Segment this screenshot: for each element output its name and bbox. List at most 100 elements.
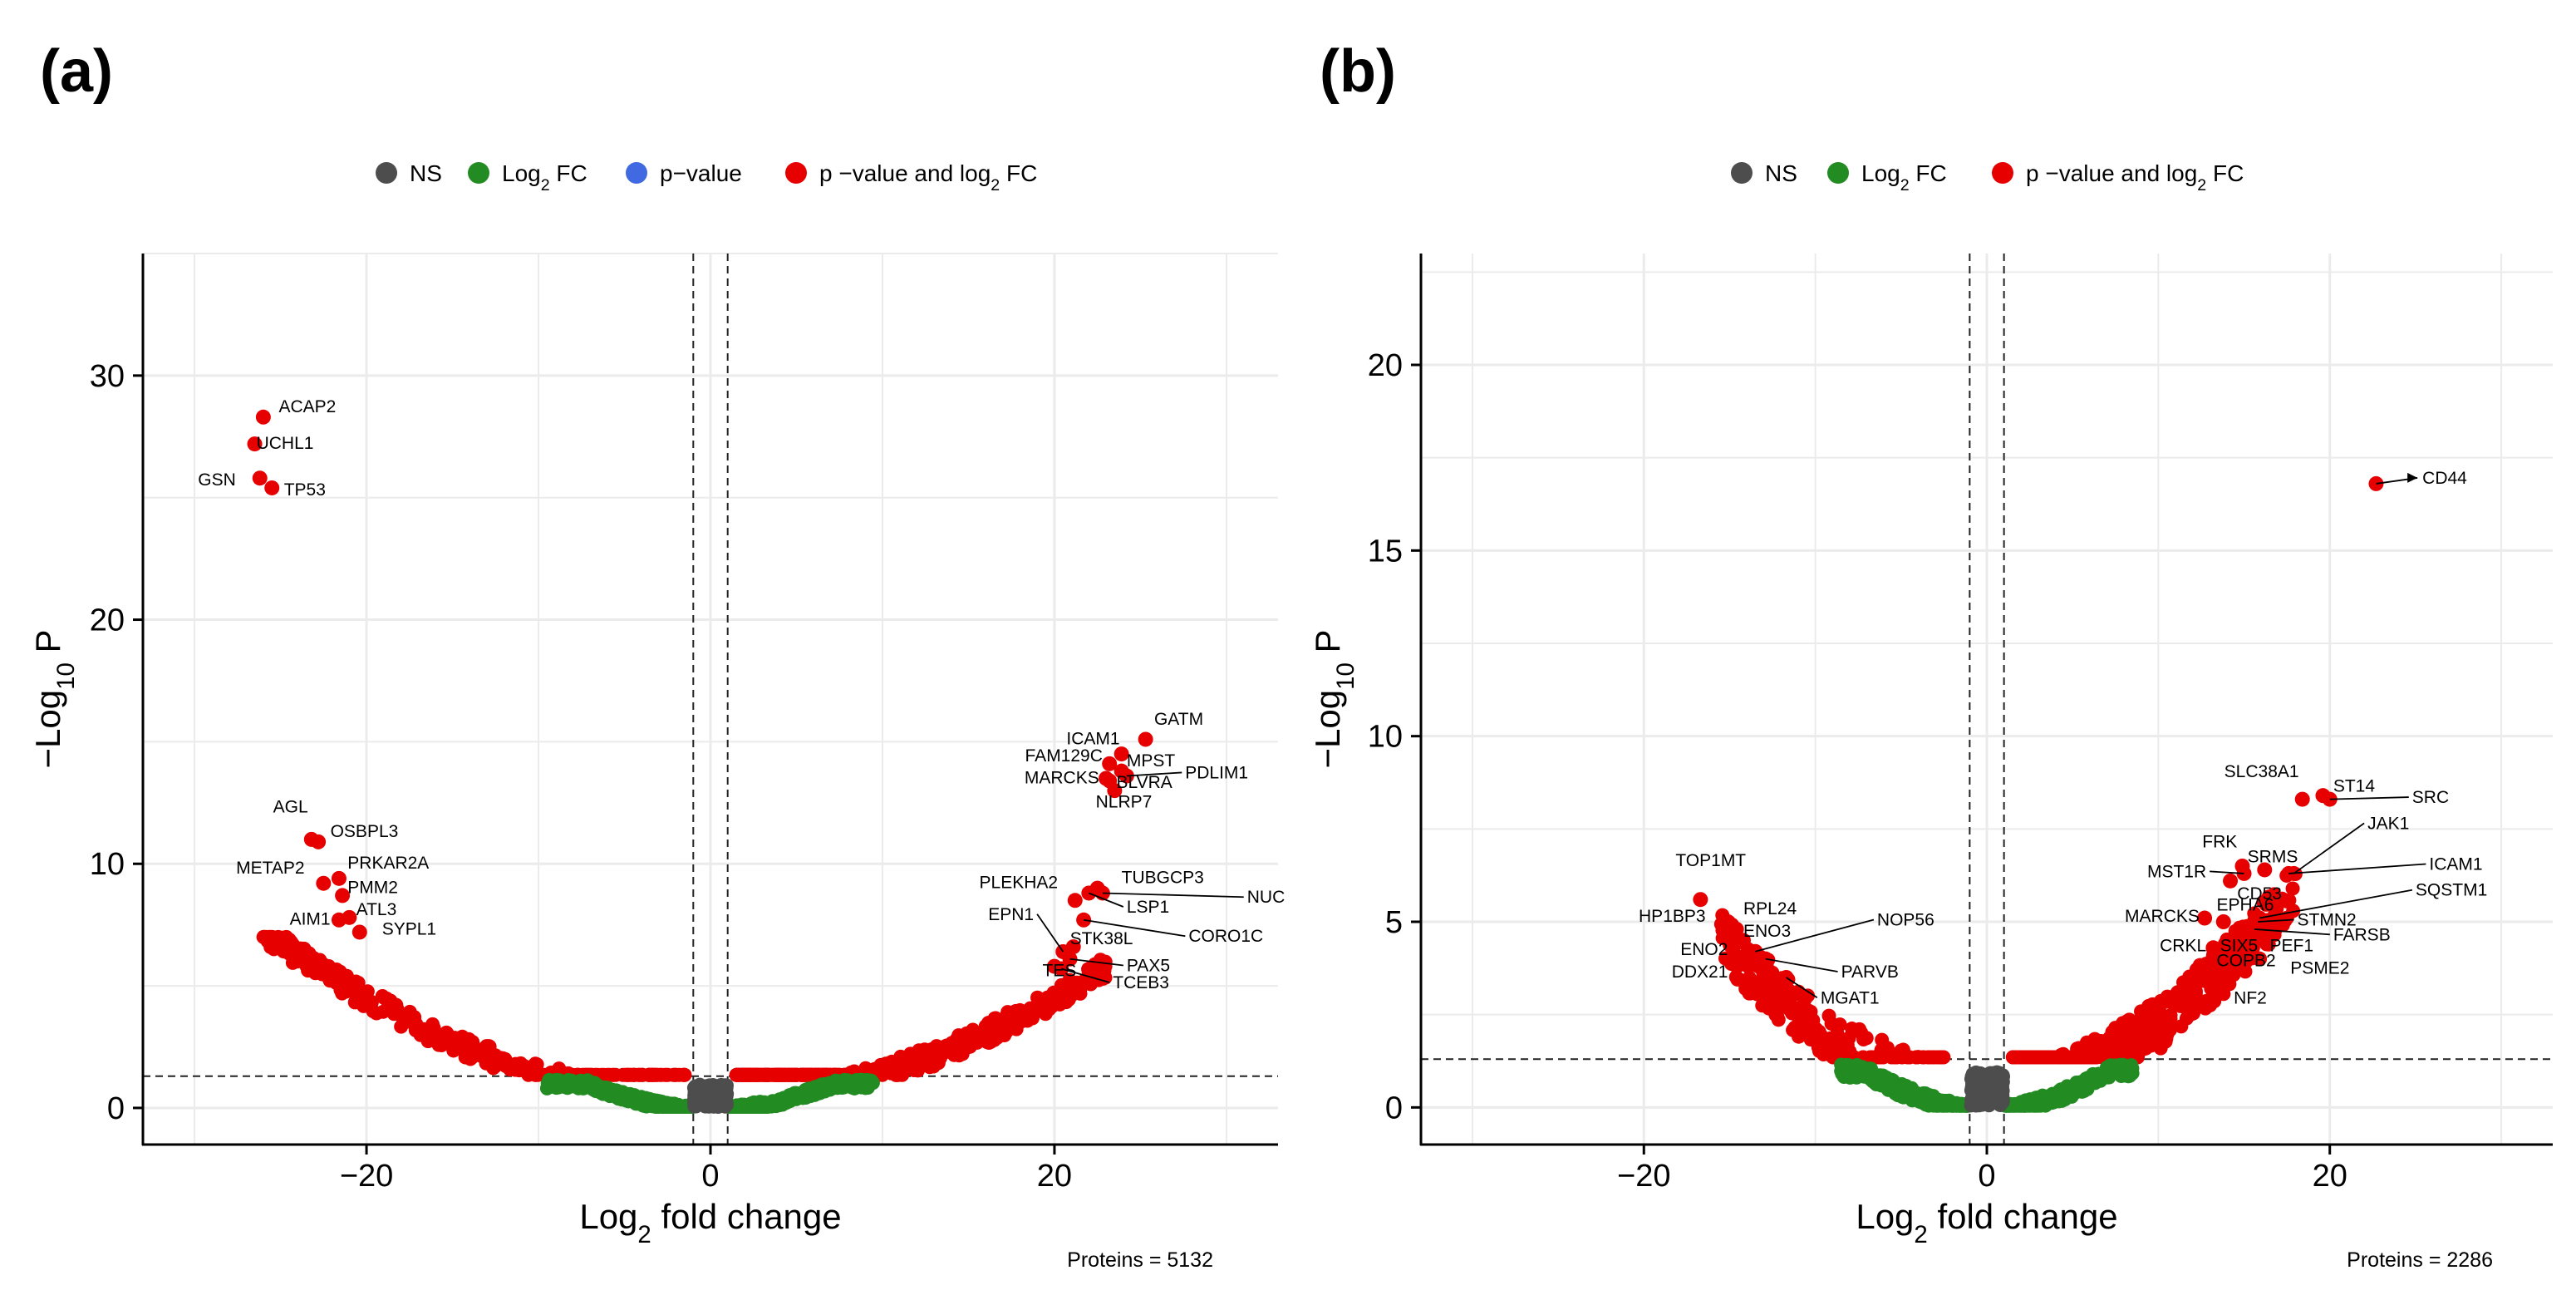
- y-tick-label: 10: [1368, 720, 1403, 755]
- data-point: [2279, 894, 2294, 908]
- data-point: [1792, 1024, 1807, 1039]
- y-tick-label: 0: [107, 1091, 125, 1126]
- legend-entry: NS: [1765, 160, 1797, 186]
- data-point: [2046, 1089, 2061, 1104]
- data-point: [1928, 1091, 1943, 1106]
- data-point: [2185, 972, 2200, 987]
- gene-label: PARVB: [1841, 963, 1899, 982]
- x-tick-label: 20: [1037, 1159, 1072, 1194]
- data-point: [2219, 951, 2234, 967]
- gene-label: HP1BP3: [1639, 907, 1706, 926]
- data-point: [731, 1067, 746, 1082]
- data-point: [2153, 1041, 2168, 1056]
- label-connector: [1786, 977, 1818, 999]
- gene-label: CRKL: [2160, 937, 2206, 956]
- data-point: [1851, 1068, 1866, 1083]
- data-point: [2120, 1026, 2135, 1041]
- gene-label: TP53: [284, 480, 326, 500]
- data-point: [2147, 1023, 2162, 1038]
- label-arrowhead: [2407, 472, 2418, 483]
- data-point: [521, 1067, 536, 1082]
- gene-label: EPHA6: [2217, 896, 2274, 915]
- data-point: [2244, 940, 2260, 956]
- legend-swatch: [1827, 162, 1849, 184]
- protein-count-caption: Proteins = 5132: [1067, 1248, 1213, 1272]
- data-point: [481, 1039, 496, 1054]
- data-point: [1768, 990, 1783, 1005]
- legend-swatch: [1731, 162, 1753, 184]
- gene-label: ST14: [2333, 777, 2376, 796]
- gene-label: SRC: [2412, 788, 2449, 807]
- data-point: [1113, 746, 1129, 762]
- gene-label: UCHL1: [257, 434, 314, 453]
- data-point: [341, 974, 356, 989]
- data-point: [2205, 953, 2220, 968]
- data-point: [1842, 1044, 1857, 1059]
- data-point: [2229, 942, 2244, 957]
- gene-label: ACAP2: [279, 397, 337, 416]
- data-point: [2102, 1063, 2117, 1078]
- data-point: [1830, 1026, 1845, 1041]
- data-point: [1693, 892, 1708, 908]
- panel-b-volcano-plot: (b) NS Log2 FC p −value and log2 FC CD44 SLC3…: [1308, 38, 2553, 1272]
- gridlines: [1421, 254, 2553, 1145]
- data-point: [2146, 1004, 2161, 1019]
- data-point: [1718, 951, 1733, 966]
- data-point: [1065, 939, 1081, 955]
- legend: NS Log2 FC p−value p −value and log2 FC: [376, 160, 1037, 194]
- data-point: [2078, 1050, 2093, 1065]
- legend-entry: NS: [410, 160, 442, 186]
- data-point: [893, 1056, 908, 1071]
- data-point: [1751, 958, 1767, 974]
- data-point: [650, 1093, 665, 1108]
- data-point: [950, 1033, 965, 1048]
- data-point: [800, 1067, 815, 1082]
- data-point: [354, 995, 369, 1010]
- data-point: [1927, 1050, 1942, 1065]
- gene-label: GATM: [1154, 710, 1203, 729]
- gene-label: CORO1C: [1188, 927, 1263, 946]
- label-connector: [2288, 863, 2426, 874]
- data-point: [1781, 985, 1796, 1000]
- data-point: [1042, 1002, 1057, 1017]
- data-point: [316, 957, 331, 972]
- data-point: [2204, 981, 2220, 997]
- gene-label: FAM129C: [1025, 746, 1103, 766]
- gene-label: CD53: [2237, 884, 2282, 903]
- data-point: [2215, 914, 2231, 929]
- y-tick-label: 0: [1385, 1091, 1403, 1125]
- data-point: [467, 1042, 482, 1057]
- gene-labels: ACAP2 UCHL1 GSN TP53 AGL OSBPL3 METAP2 PRKAR2A P…: [198, 397, 1285, 992]
- gene-label: PSME2: [2290, 959, 2349, 978]
- gene-label: STMN2: [2298, 910, 2357, 929]
- gene-label: OSBPL3: [331, 822, 399, 841]
- data-point: [1785, 1006, 1800, 1021]
- data-point: [2285, 881, 2300, 896]
- data-point: [351, 924, 367, 940]
- data-point: [628, 1067, 643, 1082]
- data-point: [1801, 988, 1816, 1003]
- data-point: [2259, 937, 2274, 952]
- data-point: [266, 940, 281, 955]
- data-point: [329, 969, 344, 984]
- data-point: [1016, 1004, 1031, 1019]
- data-point: [2160, 1020, 2175, 1035]
- data-points: [1693, 475, 2384, 1113]
- gene-label: DDX21: [1672, 963, 1728, 982]
- data-point: [1812, 1043, 1826, 1058]
- data-point: [247, 436, 263, 452]
- data-point: [265, 929, 280, 944]
- data-point: [1806, 1012, 1821, 1027]
- gene-label: CD44: [2422, 469, 2467, 488]
- gene-label: ENO2: [1680, 940, 1728, 959]
- data-point: [981, 1036, 996, 1051]
- data-point: [755, 1096, 769, 1111]
- x-tick-label: −20: [340, 1159, 393, 1194]
- legend-entry: p−value: [660, 160, 742, 186]
- data-point: [408, 1022, 423, 1037]
- y-tick-label: 10: [90, 847, 125, 882]
- data-point: [563, 1074, 578, 1089]
- data-point: [331, 912, 347, 928]
- data-point: [969, 1027, 984, 1042]
